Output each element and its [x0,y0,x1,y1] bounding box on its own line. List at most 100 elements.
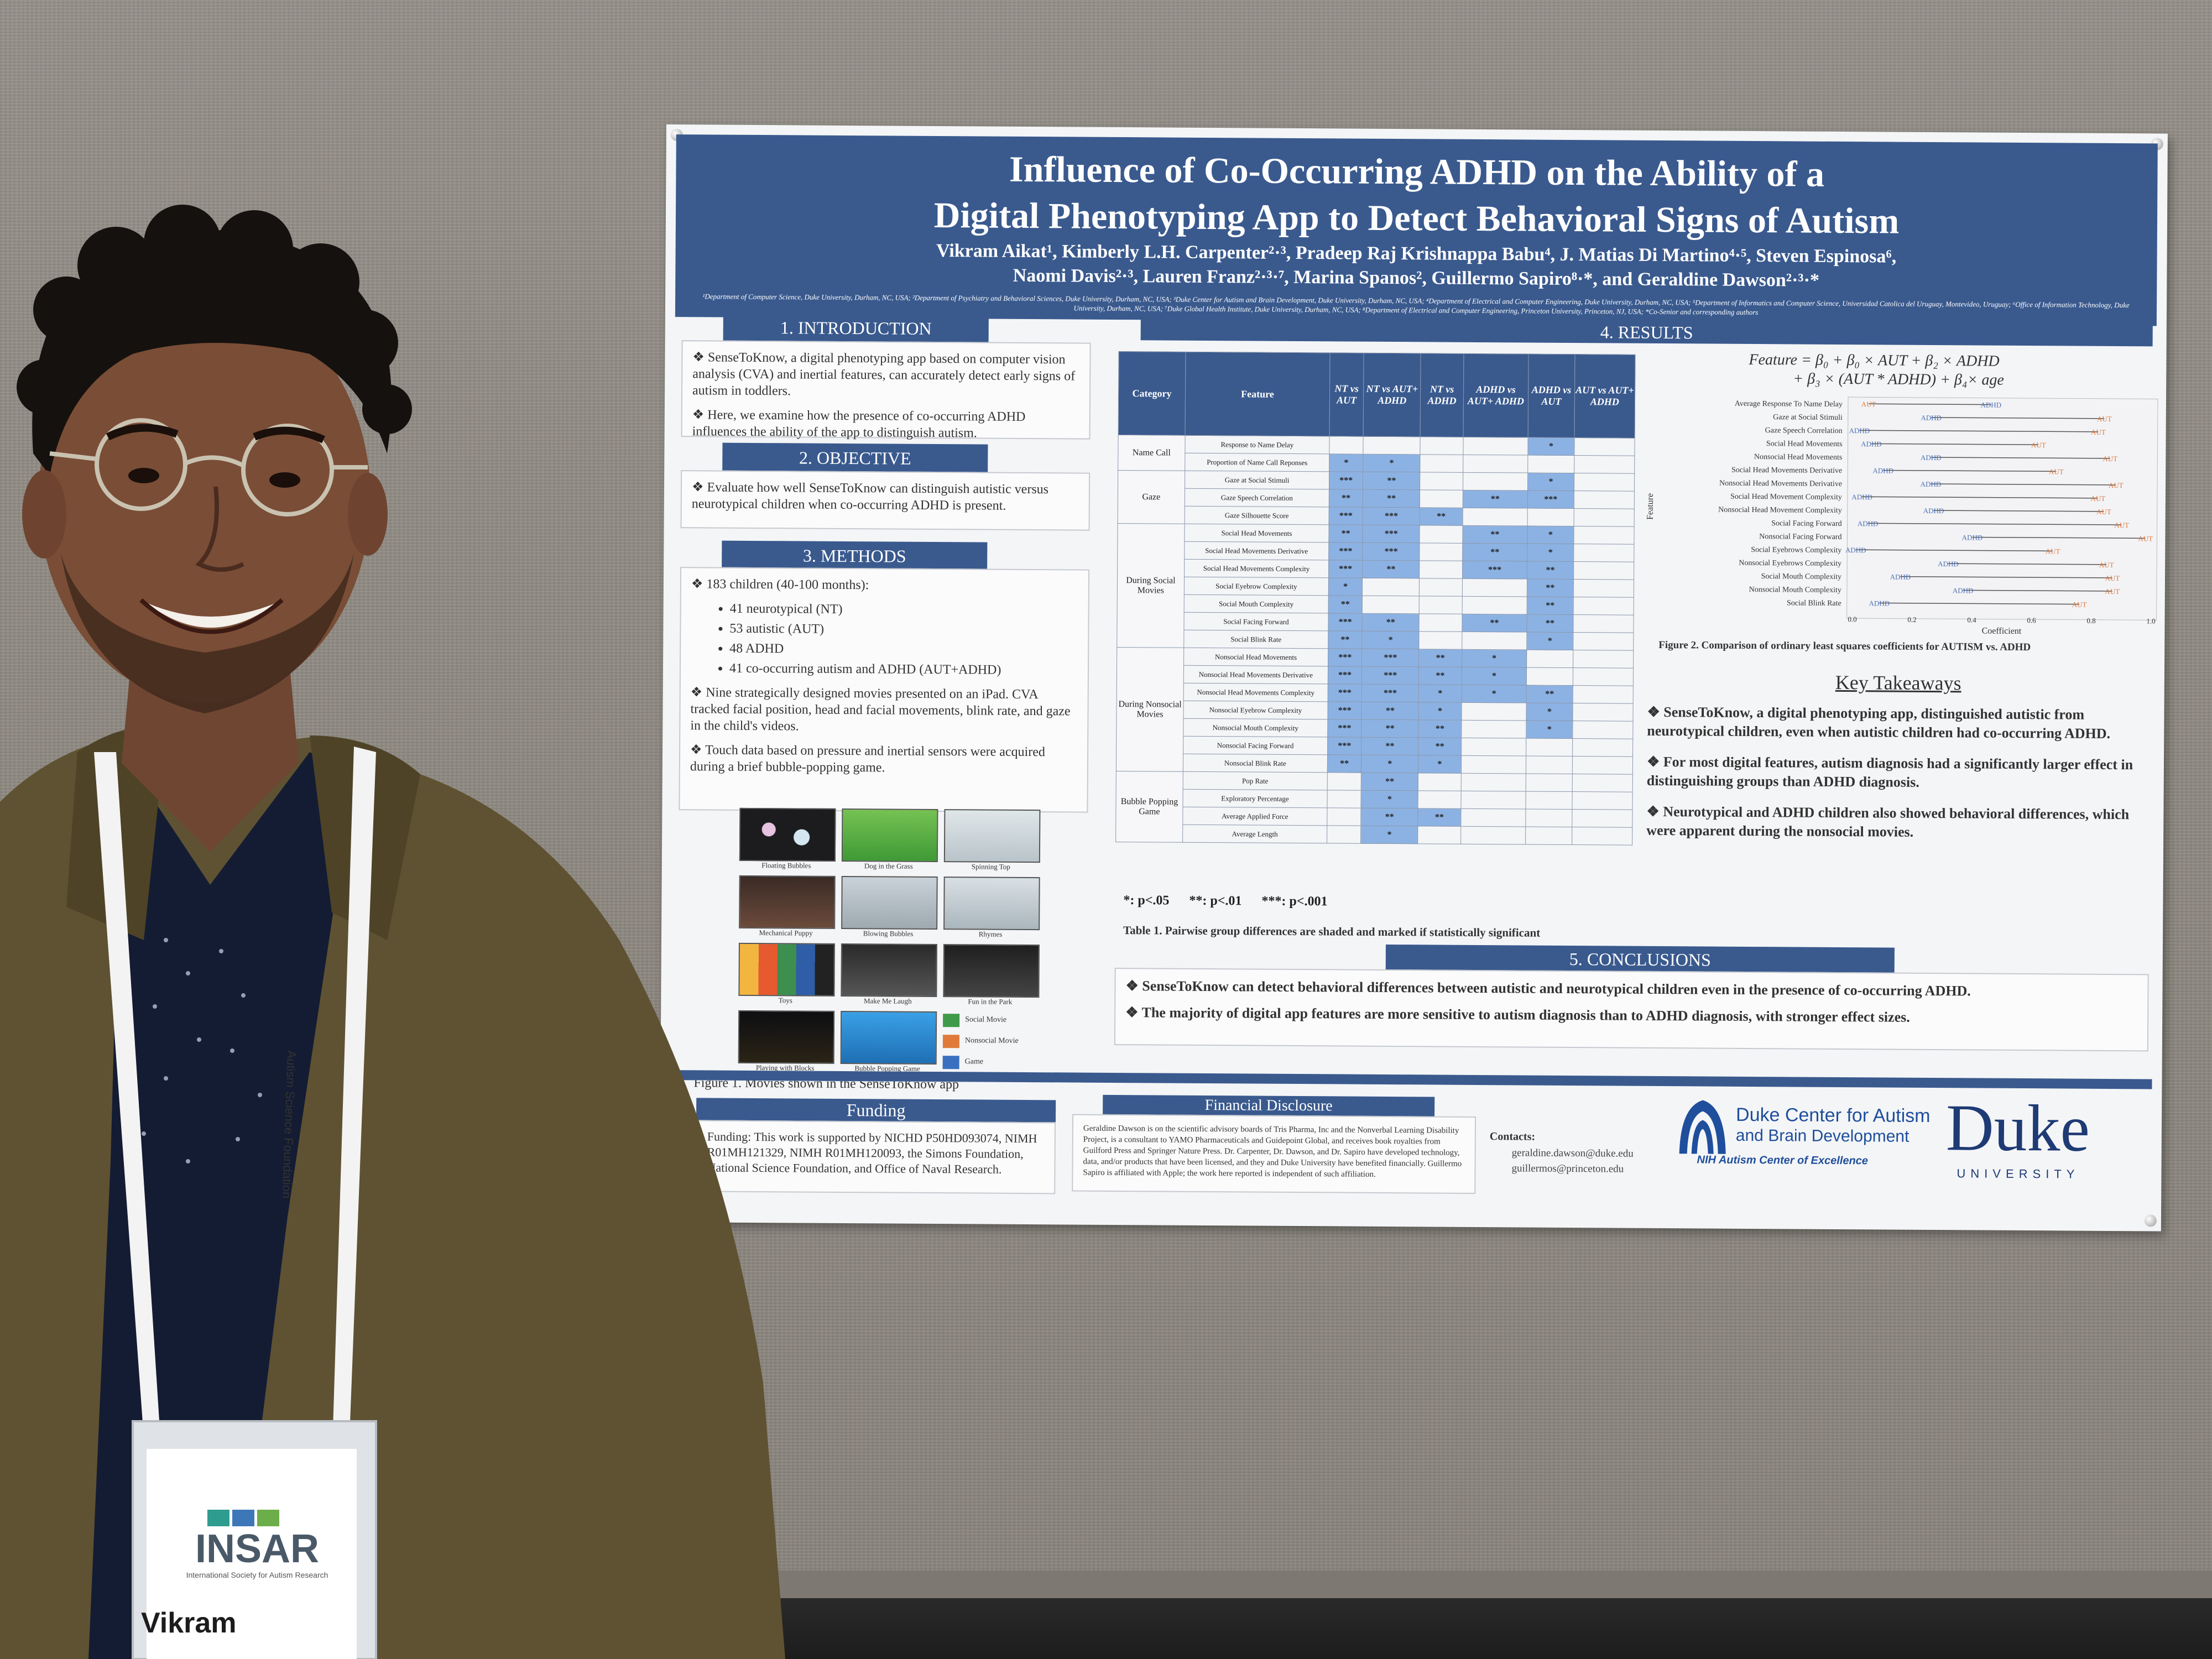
significance-cell [1462,596,1527,615]
legend-nonsocial: Nonsocial Movie [964,1036,1019,1045]
significance-cell [1573,491,1635,509]
significance-cell [1574,473,1635,492]
point-aut: AUT [2138,534,2153,542]
significance-cell [1362,578,1420,596]
significance-cell: * [1361,631,1420,649]
significance-cell: ** [1526,685,1573,703]
point-aut: AUT [2090,494,2105,503]
significance-cell: ** [1418,666,1462,685]
y-tick-label: Social Head Movements Derivative [1731,466,1842,475]
thumb-dog-in-grass [841,808,938,863]
methods-p1: ❖ 183 children (40-100 months): [691,577,869,593]
thumb-make-me-laugh [841,943,937,998]
significance-cell: ** [1527,561,1574,580]
significance-cell [1460,826,1526,845]
feature-cell: Social Blink Rate [1183,630,1328,649]
significance-cell [1572,774,1633,792]
significance-cell: ** [1363,489,1420,508]
y-axis-label: Feature [1646,493,1655,520]
point-adhd: ADHD [1981,401,2002,409]
model-equation-line2: + β₃ × (AUT * ADHD) + β₄× age [1793,370,2004,389]
significance-cell: *** [1328,613,1363,632]
significance-cell [1573,561,1634,580]
significance-cell [1417,826,1461,844]
point-aut: AUT [2091,428,2106,436]
significance-cell [1327,772,1361,791]
objective-box: ❖ Evaluate how well SenseToKnow can dist… [680,470,1091,531]
significance-cell: ** [1527,579,1574,597]
table-row: Average Length * [1116,824,1632,846]
y-tick-label: Nonsocial Head Movement Complexity [1718,506,1842,515]
x-axis-label: Coefficient [1982,627,2022,636]
figure2-caption: Figure 2. Comparison of ordinary least s… [1658,639,2031,654]
feature-cell: Nonsocial Head Movements [1183,648,1328,666]
significance-cell [1462,508,1528,526]
feature-cell: Exploratory Percentage [1182,789,1328,808]
connector-line [1859,430,2099,432]
point-aut: AUT [2031,441,2046,449]
significance-cell: *** [1328,666,1362,685]
point-aut: AUT [2049,467,2064,476]
significance-cell: ** [1363,472,1421,490]
significance-cell [1574,437,1635,456]
significance-cell: * [1461,685,1527,703]
significance-legend: *: p<.05 **: p<.01 ***: p<.001 [1123,893,1328,909]
significance-cell [1460,773,1526,792]
conclusion-item: ❖ The majority of digital app features a… [1125,1004,1910,1025]
significance-cell [1327,825,1361,844]
cohort-item: 48 ADHD [729,640,1078,659]
y-tick-label: Social Head Movements [1766,440,1843,448]
feature-cell: Nonsocial Head Movements Complexity [1183,683,1328,702]
connector-line [1948,563,2107,565]
significance-cell [1420,489,1463,508]
point-adhd: ADHD [1890,573,1911,581]
duke-center-logo-line1: Duke Center for Autism [1735,1104,1931,1126]
significance-cell [1418,773,1462,791]
significance-cell: * [1418,755,1462,774]
duke-center-logo-line2: and Brain Development [1735,1126,1910,1146]
col-category: Category [1118,351,1186,436]
category-cell: Bubble Popping Game [1115,771,1183,843]
feature-cell: Gaze Silhouette Score [1185,506,1329,525]
y-tick-label: Gaze Speech Correlation [1765,426,1843,435]
significance-cell: * [1363,454,1421,472]
insar-logo-text: INSAR [195,1527,319,1571]
significance-cell: *** [1361,666,1419,685]
contact-email-1: geraldine.dawson@duke.edu [1511,1147,1634,1160]
category-cell: During Nonsocial Movies [1116,647,1184,772]
significance-cell [1572,703,1634,722]
feature-cell: Social Head Movements Complexity [1184,559,1329,578]
point-adhd: ADHD [1872,466,1893,474]
point-aut: AUT [2072,601,2087,609]
y-tick-label: Social Eyebrows Complexity [1751,546,1841,555]
significance-cell: ** [1328,595,1363,614]
connector-line [1879,602,2080,605]
thumb-rhymes [943,877,1040,931]
significance-cell: ** [1418,649,1462,667]
category-cell: Gaze [1118,470,1185,524]
insar-full-name: International Society for Autism Researc… [186,1571,328,1579]
col-header: AUT vs AUT+ ADHD [1574,354,1635,439]
significance-cell: *** [1327,701,1362,720]
university-wordmark: UNIVERSITY [1957,1166,2080,1181]
significance-cell: ** [1361,719,1419,738]
connector-line [1883,469,2057,472]
connector-line [1867,523,2122,525]
significance-cell [1572,738,1633,757]
poster-header: Influence of Co-Occurring ADHD on the Ab… [675,134,2158,326]
significance-cell: * [1328,577,1363,596]
thumb-caption: Rhymes [978,930,1003,938]
badge-name: Vikram [141,1607,237,1639]
board-bottom-frame [763,1571,2212,1598]
significance-cell: ** [1462,525,1528,544]
intro-heading: 1. INTRODUCTION [723,312,989,343]
point-adhd: ADHD [1851,493,1872,501]
contact-email-2: guillermos@princeton.edu [1511,1162,1624,1175]
significance-cell [1572,756,1633,775]
significance-cell: *** [1328,684,1362,702]
board-bottom-edge [763,1598,2212,1659]
cohort-item: 41 co-occurring autism and ADHD (AUT+ADH… [729,660,1078,679]
connector-line [1931,417,2105,419]
significance-cell: *** [1462,561,1527,580]
significance-cell [1463,437,1528,456]
